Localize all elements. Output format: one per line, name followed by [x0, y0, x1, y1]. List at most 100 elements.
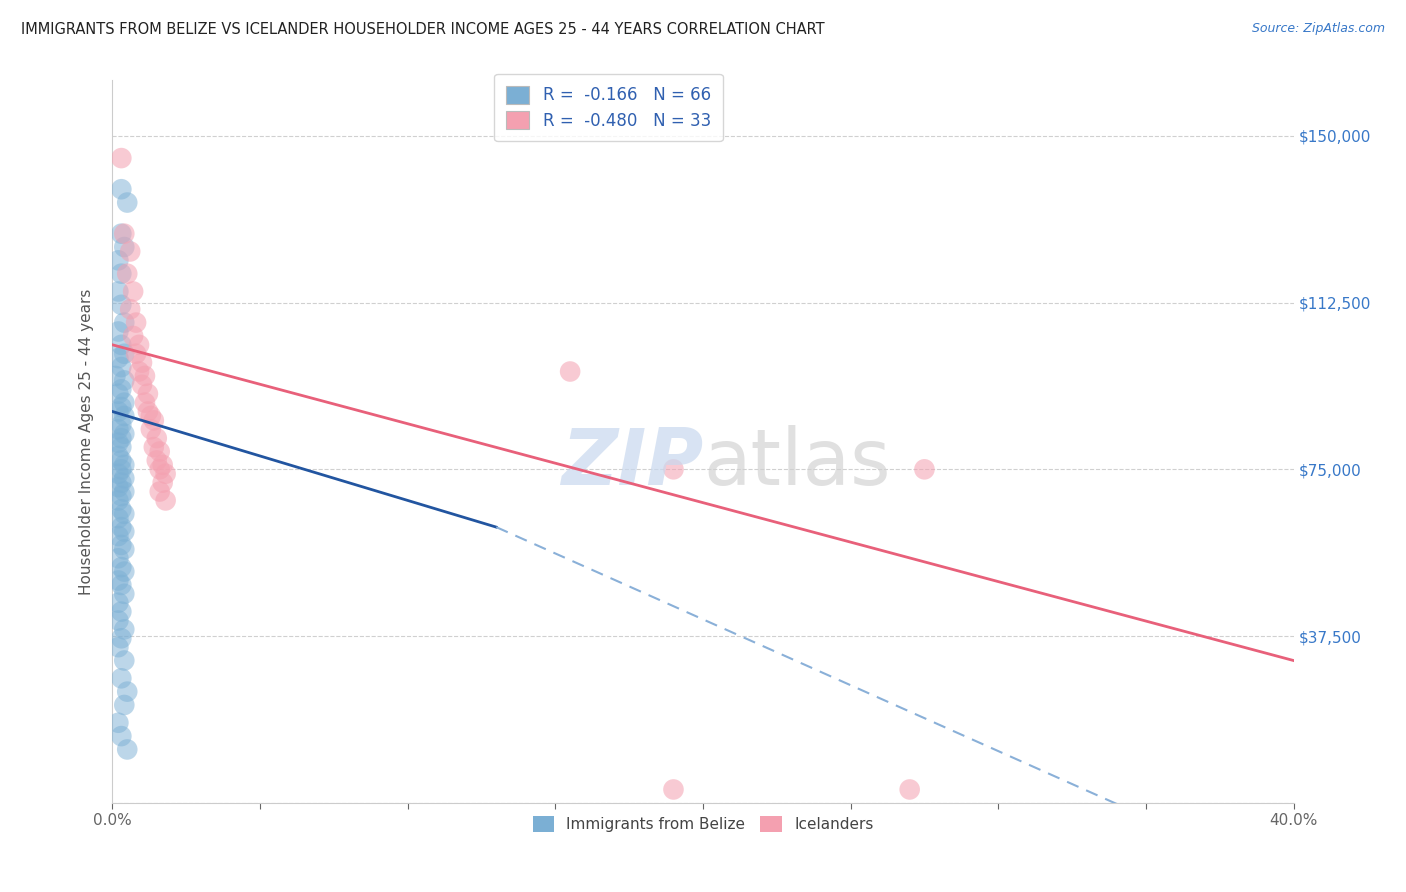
Point [112, 240, 135, 254]
Point [110, 440, 132, 454]
Point [112, 409, 135, 423]
Point [142, 440, 165, 454]
Point [110, 267, 132, 281]
Point [112, 542, 135, 557]
Point [110, 632, 132, 646]
Point [107, 285, 129, 299]
Point [117, 195, 138, 210]
Point [152, 475, 174, 490]
Point [136, 404, 159, 418]
Point [117, 742, 138, 756]
Point [104, 368, 127, 383]
Point [112, 395, 135, 409]
Point [125, 316, 148, 330]
Point [117, 684, 138, 698]
Point [110, 671, 132, 685]
Legend: Immigrants from Belize, Icelanders: Immigrants from Belize, Icelanders [526, 810, 880, 838]
Point [110, 298, 132, 312]
Point [122, 285, 145, 299]
Point [155, 467, 177, 481]
Point [107, 493, 129, 508]
Point [107, 511, 129, 525]
Point [107, 614, 129, 628]
Point [112, 587, 135, 601]
Point [110, 605, 132, 619]
Point [120, 244, 142, 259]
Point [139, 422, 162, 436]
Point [110, 502, 132, 516]
Point [110, 520, 132, 534]
Point [149, 484, 172, 499]
Point [131, 377, 153, 392]
Text: ZIP: ZIP [561, 425, 703, 501]
Point [107, 467, 129, 481]
Point [662, 462, 685, 476]
Point [110, 489, 132, 503]
Point [131, 356, 153, 370]
Point [107, 253, 129, 268]
Point [110, 431, 132, 445]
Point [107, 435, 129, 450]
Point [110, 400, 132, 414]
Point [149, 462, 172, 476]
Point [107, 449, 129, 463]
Point [110, 360, 132, 375]
Point [149, 444, 172, 458]
Point [110, 417, 132, 432]
Point [146, 453, 169, 467]
Point [112, 458, 135, 472]
Point [112, 507, 135, 521]
Point [110, 560, 132, 574]
Point [107, 386, 129, 401]
Point [120, 302, 142, 317]
Point [107, 596, 129, 610]
Point [107, 480, 129, 494]
Point [110, 475, 132, 490]
Point [110, 729, 132, 743]
Point [122, 329, 145, 343]
Point [898, 782, 921, 797]
Point [107, 325, 129, 339]
Point [112, 471, 135, 485]
Point [112, 565, 135, 579]
Text: atlas: atlas [703, 425, 890, 501]
Point [112, 653, 135, 667]
Point [107, 404, 129, 418]
Point [107, 715, 129, 730]
Point [112, 698, 135, 712]
Point [107, 574, 129, 588]
Point [112, 484, 135, 499]
Point [110, 151, 132, 165]
Point [662, 782, 685, 797]
Point [107, 640, 129, 655]
Point [146, 431, 169, 445]
Point [155, 493, 177, 508]
Point [107, 551, 129, 566]
Point [112, 623, 135, 637]
Point [110, 538, 132, 552]
Point [112, 347, 135, 361]
Point [110, 338, 132, 352]
Point [110, 182, 132, 196]
Point [107, 422, 129, 436]
Point [142, 413, 165, 427]
Point [110, 382, 132, 396]
Point [112, 227, 135, 241]
Point [117, 267, 138, 281]
Y-axis label: Householder Income Ages 25 - 44 years: Householder Income Ages 25 - 44 years [79, 288, 94, 595]
Point [112, 524, 135, 539]
Point [110, 578, 132, 592]
Point [152, 458, 174, 472]
Point [136, 386, 159, 401]
Point [112, 426, 135, 441]
Point [112, 316, 135, 330]
Text: IMMIGRANTS FROM BELIZE VS ICELANDER HOUSEHOLDER INCOME AGES 25 - 44 YEARS CORREL: IMMIGRANTS FROM BELIZE VS ICELANDER HOUS… [21, 22, 825, 37]
Point [110, 453, 132, 467]
Point [110, 462, 132, 476]
Point [110, 227, 132, 241]
Point [125, 347, 148, 361]
Point [128, 338, 150, 352]
Point [914, 462, 936, 476]
Point [139, 409, 162, 423]
Point [107, 529, 129, 543]
